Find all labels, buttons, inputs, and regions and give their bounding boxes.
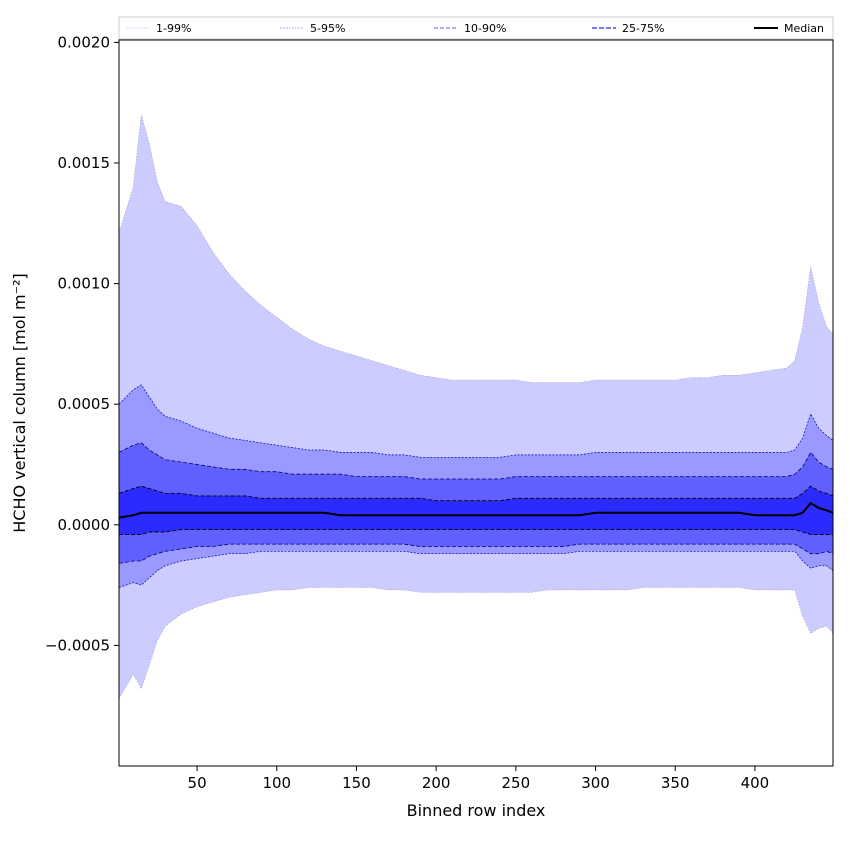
band-5-95%-upper-line bbox=[119, 384, 833, 458]
band-25-75% bbox=[119, 486, 833, 535]
median-layer bbox=[119, 501, 833, 519]
y-tick-label-−0.0005: −0.0005 bbox=[45, 636, 110, 654]
median-line bbox=[119, 501, 833, 519]
x-tick-label-300: 300 bbox=[581, 774, 610, 792]
y-tick-label-0.0020: 0.0020 bbox=[58, 33, 111, 51]
y-tick-label-0.0015: 0.0015 bbox=[58, 154, 111, 172]
x-tick-label-50: 50 bbox=[188, 774, 207, 792]
x-axis: 50 100 150 200 250 300 350 400 bbox=[188, 766, 770, 792]
band-1-99%-lower-line bbox=[119, 587, 833, 699]
plot-frame bbox=[118, 39, 834, 767]
band-25-75%-upper-line bbox=[119, 485, 833, 502]
y-tick-label-0.0000: 0.0000 bbox=[58, 516, 111, 534]
x-tick-label-150: 150 bbox=[342, 774, 371, 792]
y-tick-label-0.0010: 0.0010 bbox=[58, 275, 111, 293]
x-axis-label: Binned row index bbox=[407, 801, 546, 820]
y-axis: −0.0005 0.0000 0.0005 0.0010 0.0015 0.0020 bbox=[45, 33, 119, 654]
band-25-75%-lower-line bbox=[119, 529, 833, 535]
band-1-99%-upper-line bbox=[119, 114, 833, 383]
x-tick-label-100: 100 bbox=[262, 774, 291, 792]
legend-label-10-90%: 10-90% bbox=[464, 22, 506, 35]
y-tick-label-0.0005: 0.0005 bbox=[58, 395, 111, 413]
legend-label-Median: Median bbox=[784, 22, 824, 35]
x-tick-label-250: 250 bbox=[502, 774, 531, 792]
x-tick-label-350: 350 bbox=[661, 774, 690, 792]
band-10-90%-lower-line bbox=[119, 543, 833, 564]
band-5-95%-lower-line bbox=[119, 550, 833, 588]
y-axis-label: HCHO vertical column [mol m⁻²] bbox=[10, 273, 29, 532]
band-1-99% bbox=[119, 114, 833, 699]
x-tick-label-400: 400 bbox=[741, 774, 770, 792]
legend-label-5-95%: 5-95% bbox=[310, 22, 345, 35]
legend-box bbox=[118, 16, 834, 40]
percentile-bands bbox=[119, 114, 833, 699]
x-tick-label-200: 200 bbox=[422, 774, 451, 792]
legend-label-25-75%: 25-75% bbox=[622, 22, 664, 35]
legend-label-1-99%: 1-99% bbox=[156, 22, 191, 35]
legend: 1-99% 5-95% 10-90% 25-75% Median bbox=[118, 16, 834, 40]
band-10-90%-upper-line bbox=[119, 442, 833, 480]
